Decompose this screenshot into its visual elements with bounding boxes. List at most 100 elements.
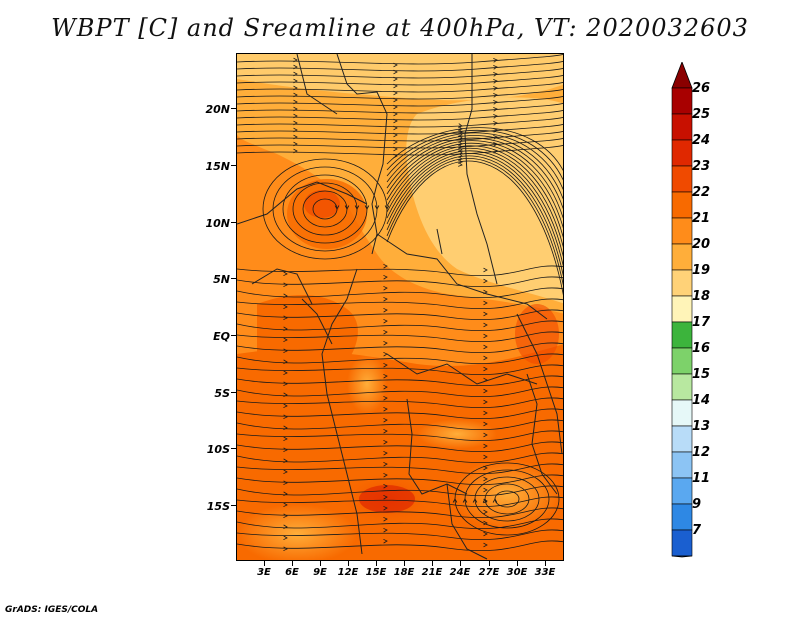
colorbar-swatch (671, 113, 693, 141)
streamline-arrow (383, 285, 388, 291)
streamline (237, 485, 563, 497)
streamline (386, 158, 563, 287)
lat-tick (231, 448, 236, 449)
streamline (237, 353, 563, 365)
streamline-arrow (383, 373, 388, 379)
streamline (237, 474, 563, 486)
lon-label-9e: 9E (313, 567, 327, 578)
streamline-arrow (383, 516, 388, 522)
colorbar-swatch (671, 399, 693, 427)
colorbar-label-13: 13 (692, 419, 711, 434)
colorbar-label-23: 23 (692, 159, 711, 174)
lon-label-24e: 24E (449, 567, 471, 578)
lat-label-20n: 20N (205, 103, 230, 116)
streamline-arrow (393, 83, 398, 89)
streamline-arrow (483, 399, 488, 405)
streamline (237, 452, 563, 464)
country-border (526, 373, 558, 495)
lat-tick (231, 222, 236, 223)
streamline-arrow (483, 333, 488, 339)
streamline (237, 131, 563, 142)
colorbar-arrow-bottom (671, 555, 693, 558)
lon-tick (517, 561, 518, 566)
streamline-arrow (383, 461, 388, 467)
streamline (237, 518, 563, 530)
streamline-arrow (393, 76, 398, 82)
streamline (386, 132, 563, 191)
streamline (237, 309, 563, 321)
streamline (237, 103, 563, 114)
streamline-arrow (393, 90, 398, 96)
lat-label-eq: EQ (213, 330, 230, 343)
streamline-arrow (383, 384, 388, 390)
streamline (237, 124, 563, 135)
streamline-arrow (283, 546, 288, 552)
streamline (237, 298, 563, 310)
lon-tick (264, 561, 265, 566)
country-border (516, 313, 563, 455)
lon-label-33e: 33E (534, 567, 556, 578)
streamline-arrow (283, 469, 288, 475)
streamline (237, 331, 563, 343)
streamline-arrow (293, 127, 298, 133)
streamline-arrow (483, 454, 488, 460)
streamline (237, 529, 563, 541)
colorbar-swatch (671, 451, 693, 479)
streamline-arrow (483, 443, 488, 449)
streamline-arrow (493, 114, 498, 119)
colorbar-swatch (671, 373, 693, 401)
lat-label-5s: 5S (214, 387, 230, 400)
streamline-arrow (493, 135, 498, 140)
streamline-arrow (383, 329, 388, 335)
country-border (376, 233, 548, 320)
streamline (237, 96, 563, 107)
streamline-arrow (483, 366, 488, 372)
streamline-arrow (493, 107, 498, 112)
colorbar-label-24: 24 (692, 133, 711, 148)
streamline (386, 130, 563, 181)
colorbar-swatch (671, 165, 693, 193)
streamline-arrow (483, 278, 488, 284)
streamline-arrow (393, 132, 398, 138)
streamline-arrow (493, 58, 498, 63)
country-border (406, 398, 468, 495)
country-border (336, 54, 388, 255)
streamline-arrow (283, 524, 288, 530)
streamline-arrow (393, 118, 398, 124)
streamline-arrow (283, 315, 288, 321)
streamline-arrow (383, 274, 388, 280)
lat-tick (231, 505, 236, 506)
colorbar-label-14: 14 (692, 393, 711, 408)
country-border (251, 268, 313, 305)
streamline (237, 430, 563, 442)
colorbar-swatch (671, 477, 693, 505)
streamline-arrow (483, 300, 488, 306)
colorbar-label-16: 16 (692, 341, 711, 356)
streamline (237, 463, 563, 475)
streamline-arrow (283, 293, 288, 299)
lon-tick (489, 561, 490, 566)
streamline-arrow (493, 65, 498, 70)
streamline-arrow (383, 450, 388, 456)
streamline (237, 320, 563, 332)
colorbar-swatch (671, 295, 693, 323)
streamline-arrow (374, 205, 380, 210)
footer-credit: GrADS: IGES/COLA (5, 605, 99, 615)
streamline-arrow (354, 205, 360, 210)
streamline (237, 287, 563, 299)
lon-label-3e: 3E (257, 567, 271, 578)
streamline (386, 137, 563, 210)
streamline (237, 397, 563, 409)
streamline-arrow (383, 527, 388, 533)
streamline-arrow (283, 403, 288, 409)
colorbar-label-18: 18 (692, 289, 711, 304)
streamline (386, 153, 563, 268)
streamline-arrow (344, 205, 350, 210)
colorbar-label-20: 20 (692, 237, 711, 252)
colorbar-swatch (671, 347, 693, 375)
streamline (237, 145, 563, 156)
lon-label-6e: 6E (285, 567, 299, 578)
lon-label-21e: 21E (421, 567, 443, 578)
streamline-arrow (293, 99, 298, 105)
streamline (386, 150, 563, 258)
